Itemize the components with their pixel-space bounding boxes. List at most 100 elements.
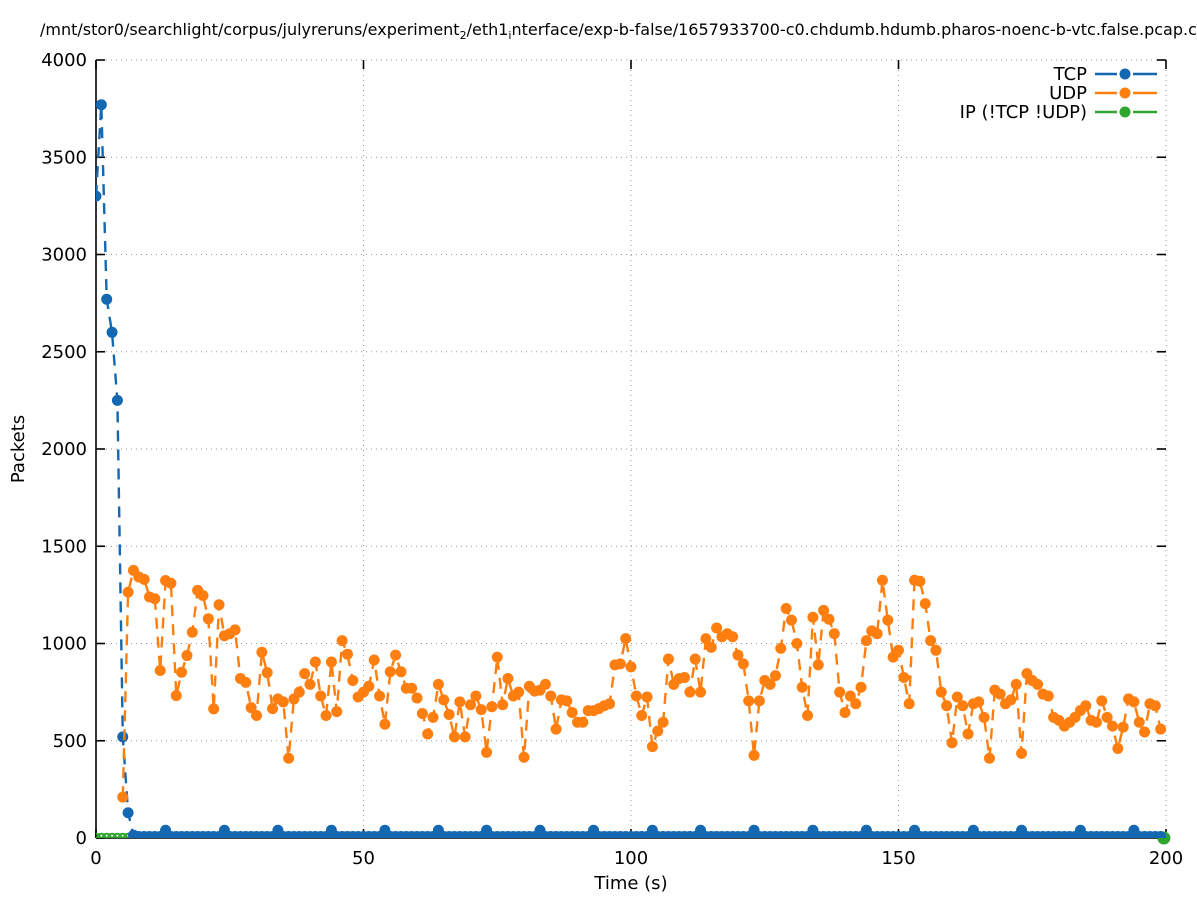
- tcp-series-point: [122, 807, 134, 819]
- udp-series-point: [973, 696, 985, 708]
- udp-series-point: [860, 635, 872, 647]
- udp-series-point: [925, 635, 937, 647]
- udp-series-point: [256, 646, 268, 658]
- legend-marker: [1119, 87, 1131, 99]
- udp-series-point: [486, 701, 498, 713]
- udp-series-point: [341, 648, 353, 660]
- x-tick-label: 100: [614, 848, 648, 869]
- udp-series-markers: [117, 564, 1166, 803]
- y-tick-label: 1500: [41, 536, 87, 557]
- grid: [95, 59, 1167, 839]
- udp-series-point: [1112, 743, 1124, 755]
- legend-marker: [1119, 68, 1131, 80]
- y-tick-label: 1000: [41, 634, 87, 655]
- udp-series-point: [251, 709, 262, 721]
- udp-series-point: [855, 681, 867, 693]
- udp-series-point: [657, 716, 669, 728]
- udp-series-point: [695, 686, 707, 698]
- ip-other-series-point: [112, 832, 123, 838]
- udp-series-point: [662, 653, 674, 665]
- udp-series-point: [620, 633, 632, 645]
- y-tick-label: 2000: [41, 439, 87, 460]
- udp-series-point: [550, 723, 562, 735]
- title-text: nterface/exp-b-false/1657933700-c0.chdum…: [511, 20, 1197, 39]
- udp-series-point: [379, 718, 391, 730]
- udp-series-point: [646, 741, 658, 753]
- udp-series-point: [636, 709, 648, 721]
- udp-series-point: [117, 791, 129, 803]
- udp-series-point: [1139, 726, 1151, 738]
- udp-series-point: [614, 658, 626, 670]
- tcp-series-point: [111, 394, 123, 406]
- udp-series-point: [170, 690, 182, 702]
- legend-label: TCP: [1053, 64, 1088, 85]
- udp-series-point: [828, 628, 840, 640]
- udp-series-point: [893, 644, 904, 656]
- udp-series-point: [368, 654, 380, 666]
- udp-series-point: [149, 593, 161, 605]
- udp-series-point: [566, 707, 578, 719]
- udp-series-point: [347, 674, 359, 686]
- udp-series-point: [202, 613, 214, 625]
- udp-series-point: [919, 598, 931, 610]
- udp-series-point: [1107, 720, 1118, 732]
- udp-series-point: [775, 642, 787, 654]
- tcp-series-point: [96, 99, 107, 111]
- udp-series-point: [834, 686, 846, 698]
- x-tick-label: 200: [1149, 848, 1183, 869]
- udp-series-point: [465, 699, 476, 711]
- tcp-series-point: [117, 731, 129, 743]
- udp-series-point: [395, 666, 407, 678]
- udp-series-point: [448, 731, 460, 743]
- udp-series-point: [475, 704, 487, 716]
- udp-series-point: [630, 690, 642, 702]
- udp-series-point: [497, 699, 509, 711]
- udp-series-point: [154, 665, 166, 677]
- title-text: /mnt/stor0/searchlight/corpus/julyreruns…: [40, 20, 460, 39]
- udp-series-point: [336, 635, 348, 647]
- udp-series-point: [261, 667, 273, 679]
- udp-series-point: [454, 696, 466, 708]
- udp-series-point: [807, 611, 819, 623]
- title-subscript: 2: [459, 29, 467, 39]
- y-axis-label: Packets: [8, 415, 29, 483]
- udp-series-point: [641, 691, 653, 703]
- udp-series-point: [978, 711, 990, 723]
- udp-series-point: [299, 668, 311, 680]
- ip-other-series-point: [117, 832, 128, 838]
- udp-series-point: [812, 659, 824, 671]
- udp-series-point: [1010, 678, 1022, 690]
- udp-series-point: [545, 690, 557, 702]
- udp-series-point: [213, 599, 225, 611]
- udp-series-point: [240, 676, 252, 688]
- y-tick-label: 3500: [41, 147, 87, 168]
- udp-series-point: [705, 641, 717, 653]
- udp-series-point: [1080, 700, 1092, 712]
- udp-series-point: [882, 614, 894, 626]
- udp-series-point: [459, 731, 471, 743]
- udp-series-point: [1128, 696, 1140, 708]
- udp-series-point: [791, 638, 803, 649]
- tcp-series-point: [1155, 830, 1166, 838]
- udp-series-point: [796, 681, 808, 693]
- y-tick-label: 500: [53, 731, 87, 752]
- udp-series-point: [935, 686, 947, 698]
- udp-series-point: [427, 711, 439, 723]
- udp-series-point: [727, 631, 739, 643]
- udp-series-point: [320, 709, 332, 721]
- udp-series-point: [309, 656, 321, 668]
- udp-series-point: [625, 661, 637, 673]
- udp-series-point: [780, 602, 792, 614]
- udp-series-point: [876, 574, 888, 586]
- tcp-series-point: [101, 293, 113, 305]
- udp-series-point: [245, 702, 257, 714]
- udp-series-point: [957, 700, 969, 712]
- udp-series-point: [1133, 716, 1145, 728]
- y-tick-label: 4000: [41, 50, 87, 71]
- udp-series-point: [684, 686, 696, 698]
- udp-series-point: [432, 678, 444, 690]
- udp-series-point: [769, 670, 781, 682]
